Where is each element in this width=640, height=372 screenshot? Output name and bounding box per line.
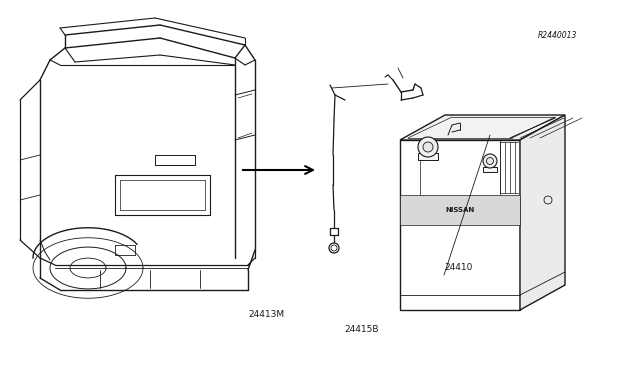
Text: 24413M: 24413M: [248, 310, 284, 319]
Polygon shape: [418, 153, 438, 160]
Circle shape: [483, 154, 497, 168]
Text: NISSAN: NISSAN: [445, 207, 475, 213]
Polygon shape: [400, 115, 565, 140]
Polygon shape: [483, 167, 497, 172]
Circle shape: [331, 245, 337, 251]
Circle shape: [486, 157, 493, 164]
Circle shape: [418, 137, 438, 157]
Text: 24415B: 24415B: [344, 325, 379, 334]
Text: 24410: 24410: [445, 263, 473, 272]
Circle shape: [329, 243, 339, 253]
Circle shape: [544, 196, 552, 204]
Text: R2440013: R2440013: [538, 31, 577, 40]
Polygon shape: [400, 195, 520, 225]
Polygon shape: [400, 140, 520, 310]
Circle shape: [423, 142, 433, 152]
Polygon shape: [520, 115, 565, 310]
